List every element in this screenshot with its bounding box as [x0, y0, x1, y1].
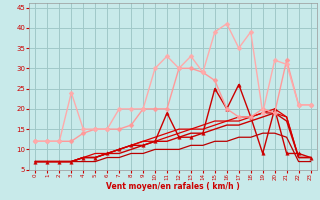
X-axis label: Vent moyen/en rafales ( km/h ): Vent moyen/en rafales ( km/h ): [106, 182, 240, 191]
